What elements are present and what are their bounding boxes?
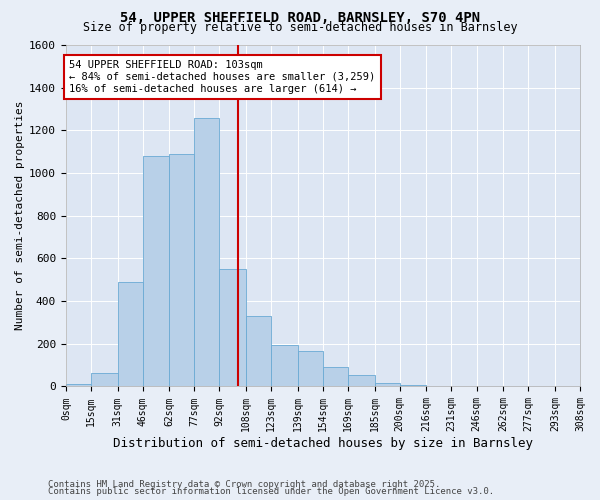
Bar <box>220 269 246 386</box>
Text: Contains HM Land Registry data © Crown copyright and database right 2025.: Contains HM Land Registry data © Crown c… <box>48 480 440 489</box>
Bar <box>66 384 91 386</box>
Bar <box>323 368 348 386</box>
Text: Contains public sector information licensed under the Open Government Licence v3: Contains public sector information licen… <box>48 487 494 496</box>
Bar <box>118 282 143 387</box>
Bar <box>400 385 427 386</box>
Bar <box>169 154 194 386</box>
Bar <box>298 352 323 386</box>
Bar <box>143 156 169 386</box>
Bar <box>271 345 298 387</box>
Text: 54 UPPER SHEFFIELD ROAD: 103sqm
← 84% of semi-detached houses are smaller (3,259: 54 UPPER SHEFFIELD ROAD: 103sqm ← 84% of… <box>69 60 376 94</box>
X-axis label: Distribution of semi-detached houses by size in Barnsley: Distribution of semi-detached houses by … <box>113 437 533 450</box>
Bar <box>374 382 400 386</box>
Bar <box>194 118 220 386</box>
Text: 54, UPPER SHEFFIELD ROAD, BARNSLEY, S70 4PN: 54, UPPER SHEFFIELD ROAD, BARNSLEY, S70 … <box>120 11 480 25</box>
Y-axis label: Number of semi-detached properties: Number of semi-detached properties <box>15 101 25 330</box>
Bar <box>348 374 374 386</box>
Text: Size of property relative to semi-detached houses in Barnsley: Size of property relative to semi-detach… <box>83 22 517 35</box>
Bar <box>246 316 271 386</box>
Bar <box>91 372 118 386</box>
